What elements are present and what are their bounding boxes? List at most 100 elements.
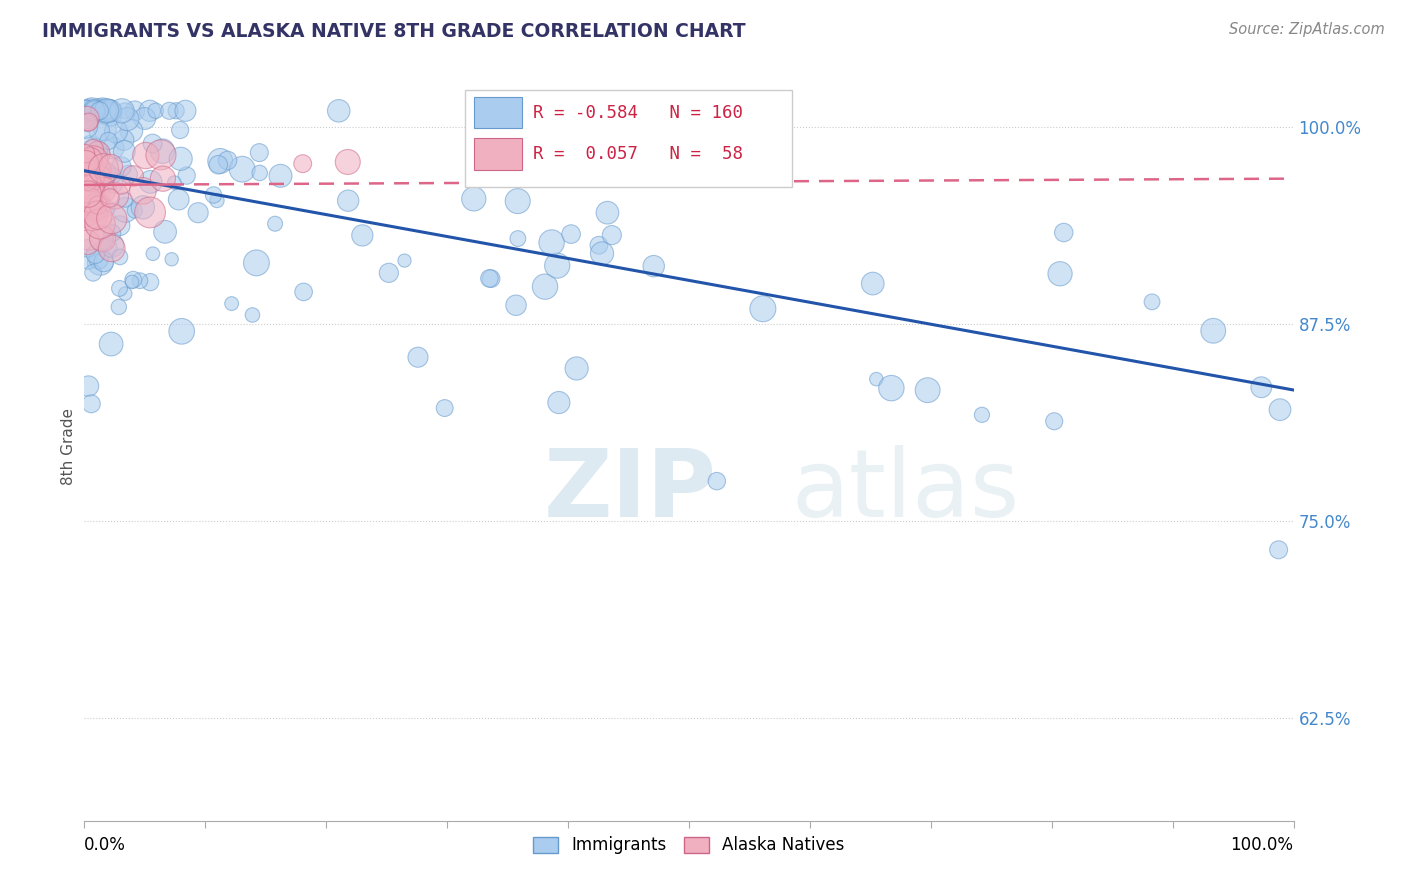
Point bbox=[249, 166, 271, 180]
Point bbox=[87, 252, 110, 267]
Point bbox=[96, 201, 118, 215]
Point bbox=[103, 169, 125, 183]
Point bbox=[242, 308, 264, 322]
Point bbox=[75, 197, 97, 211]
Point bbox=[167, 193, 190, 207]
Point bbox=[87, 198, 110, 212]
Point bbox=[153, 225, 176, 239]
Point bbox=[87, 103, 110, 118]
Point bbox=[231, 162, 253, 177]
Point bbox=[93, 183, 115, 197]
Point bbox=[76, 112, 98, 126]
Point bbox=[80, 186, 103, 201]
Point bbox=[103, 177, 125, 191]
Point bbox=[75, 184, 97, 198]
Point bbox=[80, 170, 103, 185]
Point bbox=[104, 188, 127, 202]
Point bbox=[97, 134, 120, 148]
Point bbox=[79, 163, 101, 178]
Point bbox=[75, 156, 97, 170]
Point bbox=[91, 103, 114, 118]
Point bbox=[100, 211, 122, 226]
Point bbox=[122, 169, 145, 183]
Point bbox=[80, 103, 103, 118]
Text: atlas: atlas bbox=[792, 445, 1019, 537]
Point bbox=[152, 144, 174, 158]
Point bbox=[139, 205, 162, 219]
Point bbox=[91, 146, 114, 161]
Point bbox=[75, 103, 97, 118]
Point bbox=[76, 204, 98, 219]
Point bbox=[75, 194, 97, 208]
Point bbox=[87, 146, 110, 161]
Point bbox=[87, 169, 110, 183]
Point bbox=[152, 171, 174, 186]
Point bbox=[108, 219, 131, 233]
Point bbox=[101, 226, 124, 240]
Point bbox=[83, 202, 105, 216]
Point bbox=[378, 266, 401, 280]
Point bbox=[77, 187, 100, 202]
Point bbox=[124, 103, 146, 118]
Point bbox=[80, 397, 103, 411]
Point bbox=[565, 361, 588, 376]
Point bbox=[149, 148, 172, 162]
Point bbox=[337, 194, 360, 208]
Point bbox=[292, 285, 315, 299]
Point bbox=[75, 182, 97, 196]
Point bbox=[114, 202, 136, 217]
Point bbox=[117, 167, 139, 181]
Point bbox=[108, 250, 131, 264]
Point bbox=[89, 160, 111, 174]
Point bbox=[546, 259, 568, 273]
Point bbox=[534, 279, 557, 293]
Point bbox=[120, 124, 142, 138]
Point bbox=[96, 241, 118, 255]
Point bbox=[103, 141, 125, 155]
Point bbox=[104, 124, 127, 138]
Point bbox=[165, 103, 187, 118]
Point bbox=[748, 103, 770, 118]
Point bbox=[352, 228, 374, 243]
Point bbox=[217, 153, 239, 168]
Point bbox=[112, 133, 135, 147]
Point bbox=[1049, 267, 1071, 281]
Point bbox=[752, 301, 775, 316]
Point bbox=[117, 112, 139, 126]
Point bbox=[91, 231, 114, 245]
Point bbox=[135, 148, 157, 162]
Text: 0.0%: 0.0% bbox=[84, 836, 127, 854]
Point bbox=[221, 296, 243, 310]
Point bbox=[83, 103, 105, 118]
Point bbox=[82, 153, 104, 167]
Legend: Immigrants, Alaska Natives: Immigrants, Alaska Natives bbox=[527, 830, 851, 861]
Point bbox=[865, 372, 887, 386]
Point bbox=[1043, 414, 1066, 428]
Text: R =  0.057   N =  58: R = 0.057 N = 58 bbox=[533, 145, 742, 162]
Point bbox=[98, 103, 121, 118]
Point bbox=[205, 194, 228, 208]
Point bbox=[83, 144, 105, 158]
Point bbox=[90, 231, 112, 245]
Point bbox=[93, 166, 115, 180]
Point bbox=[1140, 294, 1163, 309]
Point bbox=[247, 145, 270, 160]
Point bbox=[83, 201, 105, 215]
Point bbox=[82, 198, 104, 212]
Point bbox=[917, 383, 939, 397]
Point bbox=[108, 300, 131, 314]
Point bbox=[970, 408, 993, 422]
Point bbox=[86, 205, 108, 219]
Point bbox=[336, 155, 359, 169]
Point bbox=[76, 194, 98, 208]
Point bbox=[79, 136, 101, 151]
Point bbox=[77, 228, 100, 243]
Point bbox=[84, 172, 107, 186]
Text: R = -0.584   N = 160: R = -0.584 N = 160 bbox=[533, 103, 742, 121]
Point bbox=[82, 153, 104, 167]
Point bbox=[174, 103, 197, 118]
Point bbox=[139, 275, 162, 289]
Point bbox=[79, 153, 101, 167]
Point bbox=[89, 124, 111, 138]
Point bbox=[96, 103, 118, 118]
